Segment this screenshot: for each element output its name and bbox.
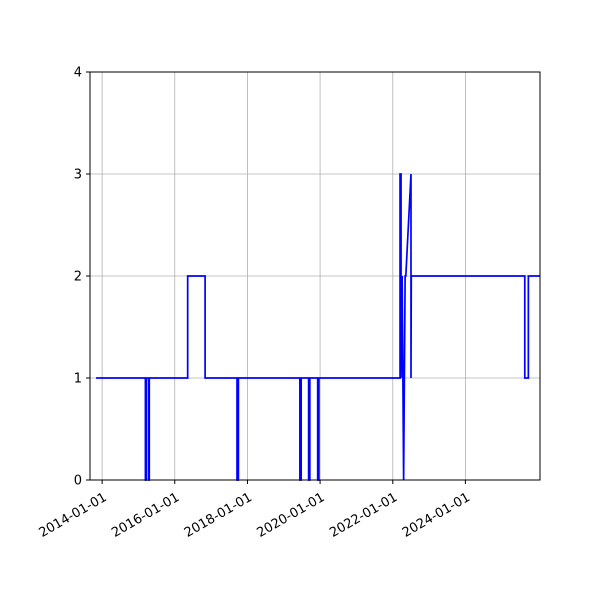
x-tick-label: 2024-01-01 <box>400 490 473 541</box>
y-tick-label: 4 <box>74 66 82 81</box>
y-tick-label: 3 <box>74 168 82 183</box>
y-axis: 0 1 2 3 4 <box>74 66 90 489</box>
x-tick-label: 2018-01-01 <box>182 490 255 541</box>
series-line <box>96 173 540 481</box>
x-tick-label: 2022-01-01 <box>327 490 400 541</box>
x-tick-label: 2020-01-01 <box>255 490 328 541</box>
x-tick-label: 2014-01-01 <box>37 490 110 541</box>
y-tick-label: 0 <box>74 474 82 489</box>
x-tick-label: 2016-01-01 <box>109 490 182 541</box>
x-axis: 2014-01-01 2016-01-01 2018-01-01 2020-01-01… <box>37 480 473 541</box>
y-tick-label: 2 <box>74 270 82 285</box>
series-layer <box>96 173 540 481</box>
y-tick-label: 1 <box>74 372 82 387</box>
